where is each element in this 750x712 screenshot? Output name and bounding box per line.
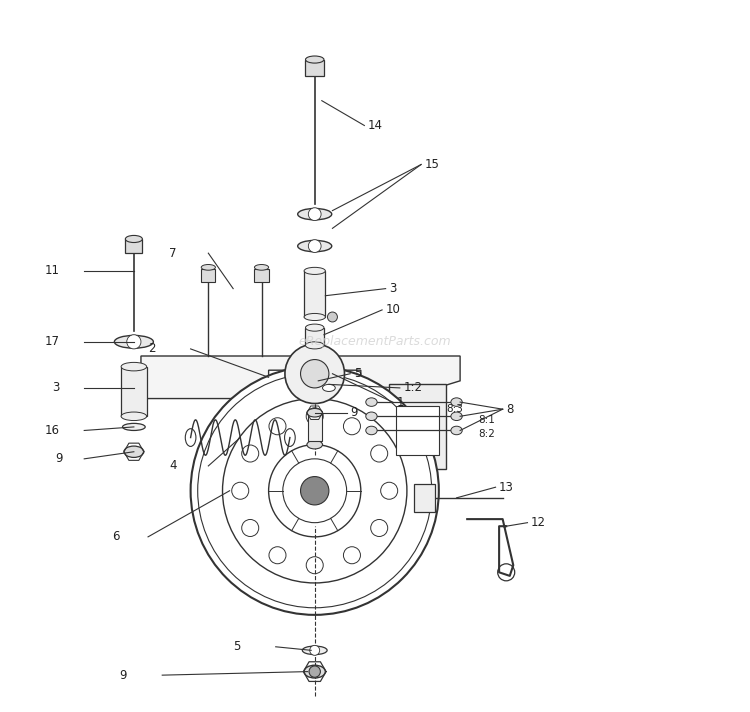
Circle shape: [370, 520, 388, 537]
Ellipse shape: [366, 398, 377, 407]
Ellipse shape: [307, 409, 322, 417]
Text: 8: 8: [506, 403, 514, 416]
Circle shape: [242, 445, 259, 462]
Ellipse shape: [298, 209, 332, 220]
Circle shape: [232, 482, 249, 499]
Text: 4: 4: [169, 459, 176, 473]
Ellipse shape: [254, 265, 268, 270]
Text: 12: 12: [531, 516, 546, 529]
Circle shape: [283, 459, 346, 523]
Ellipse shape: [451, 398, 462, 407]
Bar: [396, 406, 439, 455]
Bar: [201, 268, 215, 281]
Ellipse shape: [304, 267, 326, 274]
Ellipse shape: [121, 362, 147, 371]
Ellipse shape: [185, 429, 196, 446]
Circle shape: [268, 445, 361, 537]
Text: 10: 10: [386, 303, 400, 316]
Text: 16: 16: [44, 424, 59, 437]
Text: 9: 9: [350, 407, 358, 419]
Circle shape: [344, 418, 361, 435]
Circle shape: [381, 482, 398, 499]
Circle shape: [198, 374, 432, 608]
Circle shape: [242, 520, 259, 537]
Bar: [125, 239, 142, 253]
Text: 1:2: 1:2: [404, 382, 422, 394]
Ellipse shape: [305, 56, 324, 63]
Ellipse shape: [366, 426, 377, 435]
Ellipse shape: [124, 446, 144, 457]
Circle shape: [308, 208, 321, 221]
Circle shape: [301, 476, 329, 505]
Polygon shape: [141, 356, 460, 399]
Ellipse shape: [307, 441, 322, 449]
Text: 7: 7: [169, 246, 176, 260]
Bar: [121, 367, 147, 417]
Ellipse shape: [121, 412, 147, 421]
Circle shape: [310, 645, 320, 655]
Text: 15: 15: [424, 158, 439, 171]
Circle shape: [190, 367, 439, 615]
Text: 14: 14: [368, 119, 383, 132]
Text: 11: 11: [44, 264, 59, 278]
Bar: [304, 271, 326, 317]
Circle shape: [285, 344, 344, 404]
Circle shape: [498, 564, 514, 581]
Ellipse shape: [302, 646, 327, 654]
Ellipse shape: [298, 241, 332, 252]
Text: 5: 5: [232, 640, 240, 654]
Bar: [308, 413, 322, 441]
Ellipse shape: [451, 426, 462, 435]
Circle shape: [269, 547, 286, 564]
Text: 9: 9: [56, 452, 63, 466]
Circle shape: [306, 408, 323, 425]
Text: 9: 9: [119, 669, 127, 681]
Circle shape: [308, 240, 321, 253]
Text: 17: 17: [44, 335, 59, 348]
Ellipse shape: [122, 424, 146, 431]
Text: 8:3: 8:3: [446, 404, 463, 414]
Text: 5: 5: [354, 367, 361, 380]
Ellipse shape: [201, 265, 215, 270]
Ellipse shape: [284, 429, 296, 446]
Bar: [414, 483, 435, 512]
Circle shape: [301, 360, 329, 388]
Bar: [305, 61, 324, 76]
Text: 13: 13: [499, 481, 514, 493]
Text: 8:2: 8:2: [478, 429, 495, 439]
Ellipse shape: [451, 412, 462, 421]
Circle shape: [223, 399, 407, 583]
Ellipse shape: [366, 412, 377, 421]
Circle shape: [127, 335, 141, 349]
Text: 3: 3: [389, 282, 397, 295]
Circle shape: [328, 312, 338, 322]
Circle shape: [309, 666, 320, 677]
Ellipse shape: [114, 335, 153, 348]
Circle shape: [269, 418, 286, 435]
Circle shape: [344, 547, 361, 564]
Ellipse shape: [305, 324, 324, 331]
Circle shape: [306, 557, 323, 574]
Text: 8:1: 8:1: [478, 415, 495, 425]
Ellipse shape: [304, 313, 326, 320]
Text: 1: 1: [396, 396, 404, 409]
Ellipse shape: [304, 665, 326, 678]
Text: 2: 2: [148, 342, 155, 355]
Ellipse shape: [125, 236, 142, 243]
Text: 3: 3: [52, 382, 59, 394]
Bar: [305, 328, 324, 345]
Bar: [254, 268, 268, 281]
Circle shape: [370, 445, 388, 462]
Ellipse shape: [322, 384, 335, 392]
Text: 6: 6: [112, 530, 120, 543]
Polygon shape: [389, 384, 446, 469]
Ellipse shape: [305, 342, 324, 349]
Text: eReplacementParts.com: eReplacementParts.com: [298, 335, 452, 348]
